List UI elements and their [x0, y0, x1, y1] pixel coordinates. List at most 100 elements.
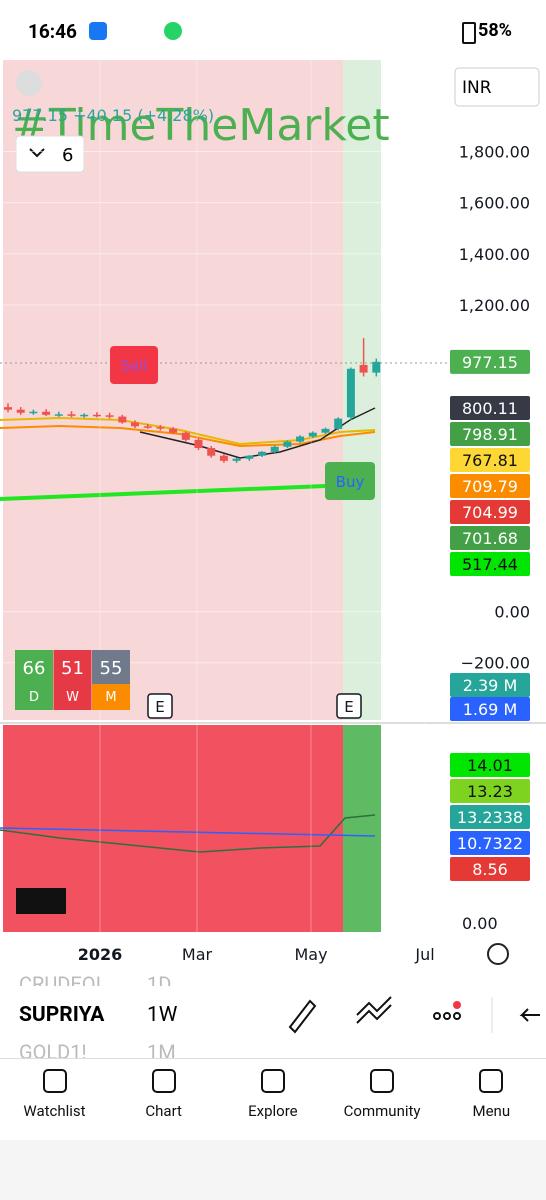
- nav-label: Menu: [472, 1102, 511, 1120]
- score-value: 55: [100, 658, 123, 679]
- candle-body: [131, 422, 139, 427]
- price-label-text: 701.68: [462, 529, 518, 548]
- trend-line: [0, 482, 376, 501]
- candle-body: [54, 414, 63, 416]
- indicator-label-text: 8.56: [472, 860, 508, 879]
- indicator-label-text: 10.7322: [457, 834, 523, 853]
- indicator-label: [450, 857, 530, 881]
- nav-item[interactable]: Explore: [218, 1060, 327, 1120]
- candle-body: [143, 426, 152, 428]
- candle-body: [16, 409, 25, 413]
- candle-body: [346, 368, 355, 418]
- candle-body: [245, 455, 254, 459]
- notification-icon: [89, 22, 107, 40]
- nav-label: Watchlist: [23, 1102, 86, 1120]
- sell-signal[interactable]: [110, 346, 158, 384]
- candle-body: [92, 414, 101, 417]
- candle-body: [29, 411, 38, 414]
- price-label: [450, 500, 530, 524]
- event-label: E: [344, 698, 353, 716]
- price-label-text: 767.81: [462, 451, 518, 470]
- candle-body: [4, 407, 12, 410]
- price-label-text: 709.79: [462, 477, 518, 496]
- buy-label: Buy: [336, 473, 365, 491]
- y-tick-label: −200.00: [461, 654, 530, 673]
- candle-body: [219, 455, 228, 461]
- y-tick-label: 1,800.00: [459, 143, 530, 162]
- battery-icon: [462, 22, 476, 44]
- price-label: [450, 448, 530, 472]
- indicator-label: [450, 753, 530, 777]
- score-label: M: [105, 690, 116, 705]
- indicator-line: [0, 814, 376, 853]
- symbol[interactable]: CRUDEOI: [19, 972, 102, 986]
- candle-body: [283, 441, 292, 447]
- indicator-count: 6: [62, 145, 73, 166]
- symbol[interactable]: SUPRIYA: [19, 1003, 105, 1027]
- quote: 977.15 +40.15 (+4.28%): [12, 106, 214, 125]
- system-nav: [0, 1140, 546, 1200]
- y-tick-label: 0.00: [494, 603, 530, 622]
- price-label-text: 517.44: [462, 555, 518, 574]
- currency-select[interactable]: [454, 67, 540, 107]
- chart: Sell Buy #TimeTheMarket 977.15 +40.15 (+…: [0, 60, 546, 965]
- y-tick-label: 1,600.00: [459, 194, 530, 213]
- indicator-label-text: 13.2338: [457, 808, 523, 827]
- candle-body: [372, 361, 381, 373]
- event-badge: [147, 693, 173, 719]
- score-label: W: [66, 690, 79, 705]
- price-label: [450, 396, 530, 420]
- clock: 16:46: [28, 20, 77, 43]
- indicator-buy-zone: [343, 725, 381, 932]
- event-label: E: [155, 698, 164, 716]
- more: [443, 1012, 451, 1020]
- price-label: [450, 526, 530, 550]
- candle-body: [181, 432, 190, 440]
- x-tick-label: Jul: [414, 945, 434, 964]
- candle-body: [321, 428, 330, 433]
- symbol[interactable]: GOLD1!: [19, 1040, 87, 1060]
- nav-divider: [0, 1058, 546, 1059]
- score-box: [15, 650, 53, 710]
- symbol-interval: 1D: [147, 972, 172, 986]
- more[interactable]: [433, 1012, 441, 1020]
- price-label: [450, 474, 530, 498]
- nav-icon: [370, 1069, 395, 1093]
- badge: [453, 1001, 461, 1009]
- nav-item[interactable]: Watchlist: [0, 1060, 109, 1120]
- nav-item[interactable]: Menu: [437, 1060, 546, 1120]
- indicator-count-button[interactable]: [15, 135, 85, 173]
- candle-body: [270, 446, 279, 452]
- candle-body: [118, 416, 127, 423]
- settings-icon[interactable]: [487, 943, 509, 965]
- battery-level: 58%: [478, 20, 512, 41]
- candle-body: [258, 451, 266, 456]
- candle-body: [156, 427, 165, 429]
- nav-label: Community: [343, 1102, 421, 1120]
- price-label-text: 977.15: [462, 353, 518, 372]
- nav-icon: [151, 1069, 176, 1093]
- candle-body: [67, 414, 76, 416]
- nav-icon: [479, 1069, 504, 1093]
- candle-body: [105, 415, 114, 417]
- nav-label: Chart: [145, 1102, 182, 1120]
- collapse-button[interactable]: [16, 70, 42, 96]
- score-value: 66: [23, 658, 46, 679]
- undo[interactable]: [519, 1008, 540, 1022]
- nav-item[interactable]: Community: [328, 1060, 437, 1120]
- candle-body: [232, 458, 241, 461]
- buy-signal[interactable]: [325, 462, 375, 500]
- draw-tool[interactable]: [288, 999, 317, 1034]
- score-box: [53, 650, 92, 710]
- nav-item[interactable]: Chart: [109, 1060, 218, 1120]
- notification-icon: [164, 22, 182, 40]
- x-tick-label: 2026: [78, 945, 123, 964]
- sell-label: Sell: [120, 357, 147, 375]
- candle-body: [359, 364, 368, 373]
- indicators-tool[interactable]: [356, 996, 392, 1024]
- score-value: 51: [61, 658, 84, 679]
- candle-body: [334, 418, 343, 429]
- indicator-label: [450, 779, 530, 803]
- price-label-text: 798.91: [462, 425, 518, 444]
